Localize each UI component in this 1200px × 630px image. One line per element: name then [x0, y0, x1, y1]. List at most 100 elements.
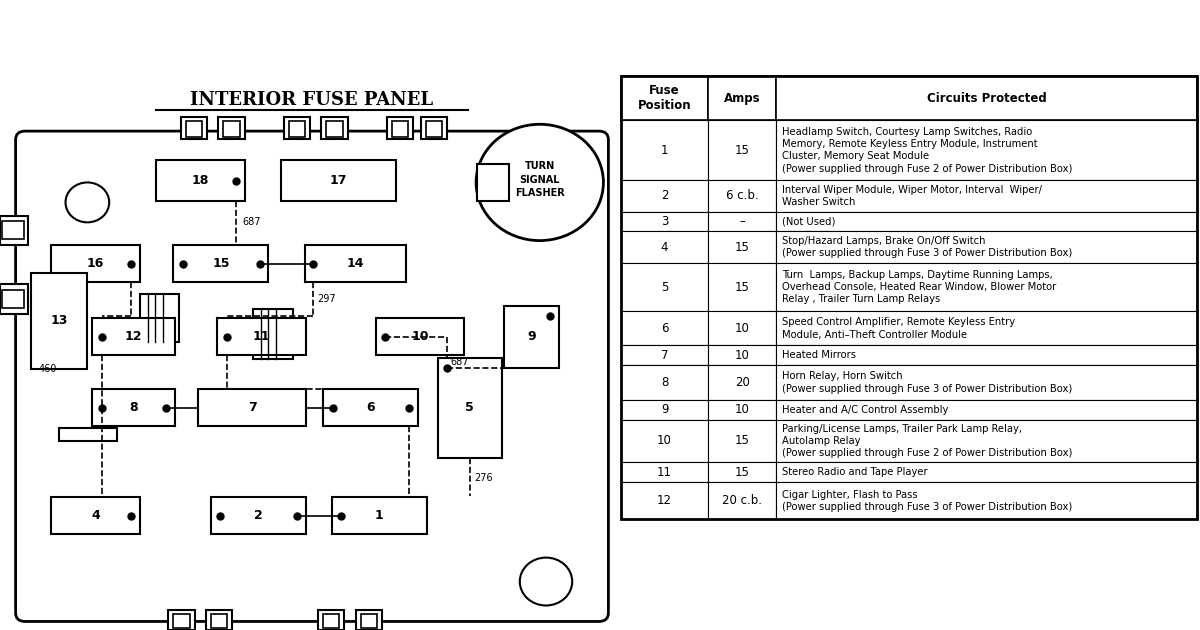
Text: Stereo Radio and Tape Player: Stereo Radio and Tape Player: [782, 467, 928, 478]
Bar: [620, 345, 708, 365]
Bar: [708, 180, 776, 212]
Text: Heater and A/C Control Assembly: Heater and A/C Control Assembly: [782, 404, 948, 415]
Text: 14: 14: [347, 257, 364, 270]
Text: 4: 4: [661, 241, 668, 254]
Bar: [504, 306, 559, 368]
Text: 6: 6: [661, 322, 668, 335]
Bar: [776, 231, 1198, 263]
Text: 15: 15: [734, 435, 750, 447]
Bar: [620, 76, 1198, 519]
Bar: [776, 180, 1198, 212]
Text: LIMITED EDITION AND ELECTRONIC GROUP ONLY: LIMITED EDITION AND ELECTRONIC GROUP ONL…: [260, 18, 940, 42]
Text: 13: 13: [50, 314, 68, 328]
Text: 1: 1: [376, 509, 384, 522]
Bar: [284, 117, 310, 139]
Text: 15: 15: [734, 144, 750, 157]
Text: 687: 687: [242, 217, 260, 227]
Bar: [2, 221, 24, 239]
Text: 3: 3: [661, 215, 668, 228]
Bar: [186, 121, 202, 137]
Bar: [52, 497, 139, 534]
Bar: [620, 212, 708, 231]
Text: Parking/License Lamps, Trailer Park Lamp Relay,
Autolamp Relay
(Power supplied t: Parking/License Lamps, Trailer Park Lamp…: [782, 423, 1073, 459]
Text: 15: 15: [734, 466, 750, 479]
Bar: [620, 76, 708, 120]
Text: Cigar Lighter, Flash to Pass
(Power supplied through Fuse 3 of Power Distributio: Cigar Lighter, Flash to Pass (Power supp…: [782, 490, 1073, 512]
Bar: [620, 311, 708, 345]
Text: 5: 5: [661, 280, 668, 294]
Circle shape: [476, 124, 604, 241]
Text: Amps: Amps: [724, 91, 761, 105]
Bar: [392, 121, 408, 137]
Bar: [776, 399, 1198, 420]
Text: 12: 12: [658, 495, 672, 507]
Bar: [776, 311, 1198, 345]
Bar: [708, 345, 776, 365]
Bar: [386, 117, 413, 139]
Bar: [421, 117, 448, 139]
Bar: [218, 117, 245, 139]
Bar: [0, 215, 28, 245]
Bar: [776, 462, 1198, 483]
Text: 12: 12: [125, 330, 143, 343]
Bar: [708, 311, 776, 345]
Bar: [59, 428, 116, 441]
Bar: [776, 76, 1198, 120]
Text: 18: 18: [192, 175, 209, 187]
Circle shape: [520, 558, 572, 605]
Bar: [223, 121, 240, 137]
Bar: [478, 164, 509, 201]
Bar: [620, 263, 708, 311]
Bar: [708, 399, 776, 420]
Bar: [305, 245, 406, 282]
Bar: [620, 462, 708, 483]
Bar: [281, 160, 396, 201]
Bar: [0, 284, 28, 314]
Bar: [289, 121, 305, 137]
Bar: [708, 365, 776, 399]
Bar: [217, 318, 306, 355]
Text: –: –: [739, 215, 745, 228]
Bar: [776, 345, 1198, 365]
Bar: [776, 483, 1198, 519]
Bar: [156, 160, 245, 201]
Text: 15: 15: [734, 241, 750, 254]
Text: INTERIOR FUSE PANEL: INTERIOR FUSE PANEL: [191, 91, 433, 109]
Text: 9: 9: [527, 331, 536, 343]
Text: 297: 297: [317, 294, 336, 304]
Text: 10: 10: [658, 435, 672, 447]
Text: Speed Control Amplifier, Remote Keyless Entry
Module, Anti–Theft Controller Modu: Speed Control Amplifier, Remote Keyless …: [782, 317, 1015, 340]
Bar: [620, 365, 708, 399]
Text: Interval Wiper Module, Wiper Motor, Interval  Wiper/
Washer Switch: Interval Wiper Module, Wiper Motor, Inte…: [782, 185, 1042, 207]
Text: 1: 1: [661, 144, 668, 157]
Bar: [31, 273, 88, 369]
Text: Fuse
Position: Fuse Position: [637, 84, 691, 112]
Text: TURN
SIGNAL
FLASHER: TURN SIGNAL FLASHER: [515, 161, 565, 198]
Bar: [174, 245, 269, 282]
Bar: [206, 610, 232, 630]
Bar: [52, 245, 139, 282]
Text: 15: 15: [212, 257, 229, 270]
Bar: [776, 212, 1198, 231]
Bar: [323, 614, 340, 628]
Bar: [322, 117, 348, 139]
Text: 10: 10: [734, 403, 750, 416]
Circle shape: [66, 183, 109, 222]
Text: 2: 2: [254, 509, 263, 522]
Bar: [174, 614, 190, 628]
Text: 8: 8: [661, 376, 668, 389]
Text: 17: 17: [330, 175, 347, 187]
Bar: [708, 76, 776, 120]
Bar: [323, 389, 418, 427]
Bar: [211, 614, 227, 628]
Text: Heated Mirrors: Heated Mirrors: [782, 350, 856, 360]
Text: 7: 7: [247, 401, 257, 415]
Text: 460: 460: [38, 364, 58, 374]
Bar: [168, 610, 194, 630]
Text: 10: 10: [734, 349, 750, 362]
Text: 16: 16: [86, 257, 104, 270]
Bar: [776, 263, 1198, 311]
Text: 10: 10: [734, 322, 750, 335]
Text: 10: 10: [412, 330, 428, 343]
Bar: [708, 231, 776, 263]
